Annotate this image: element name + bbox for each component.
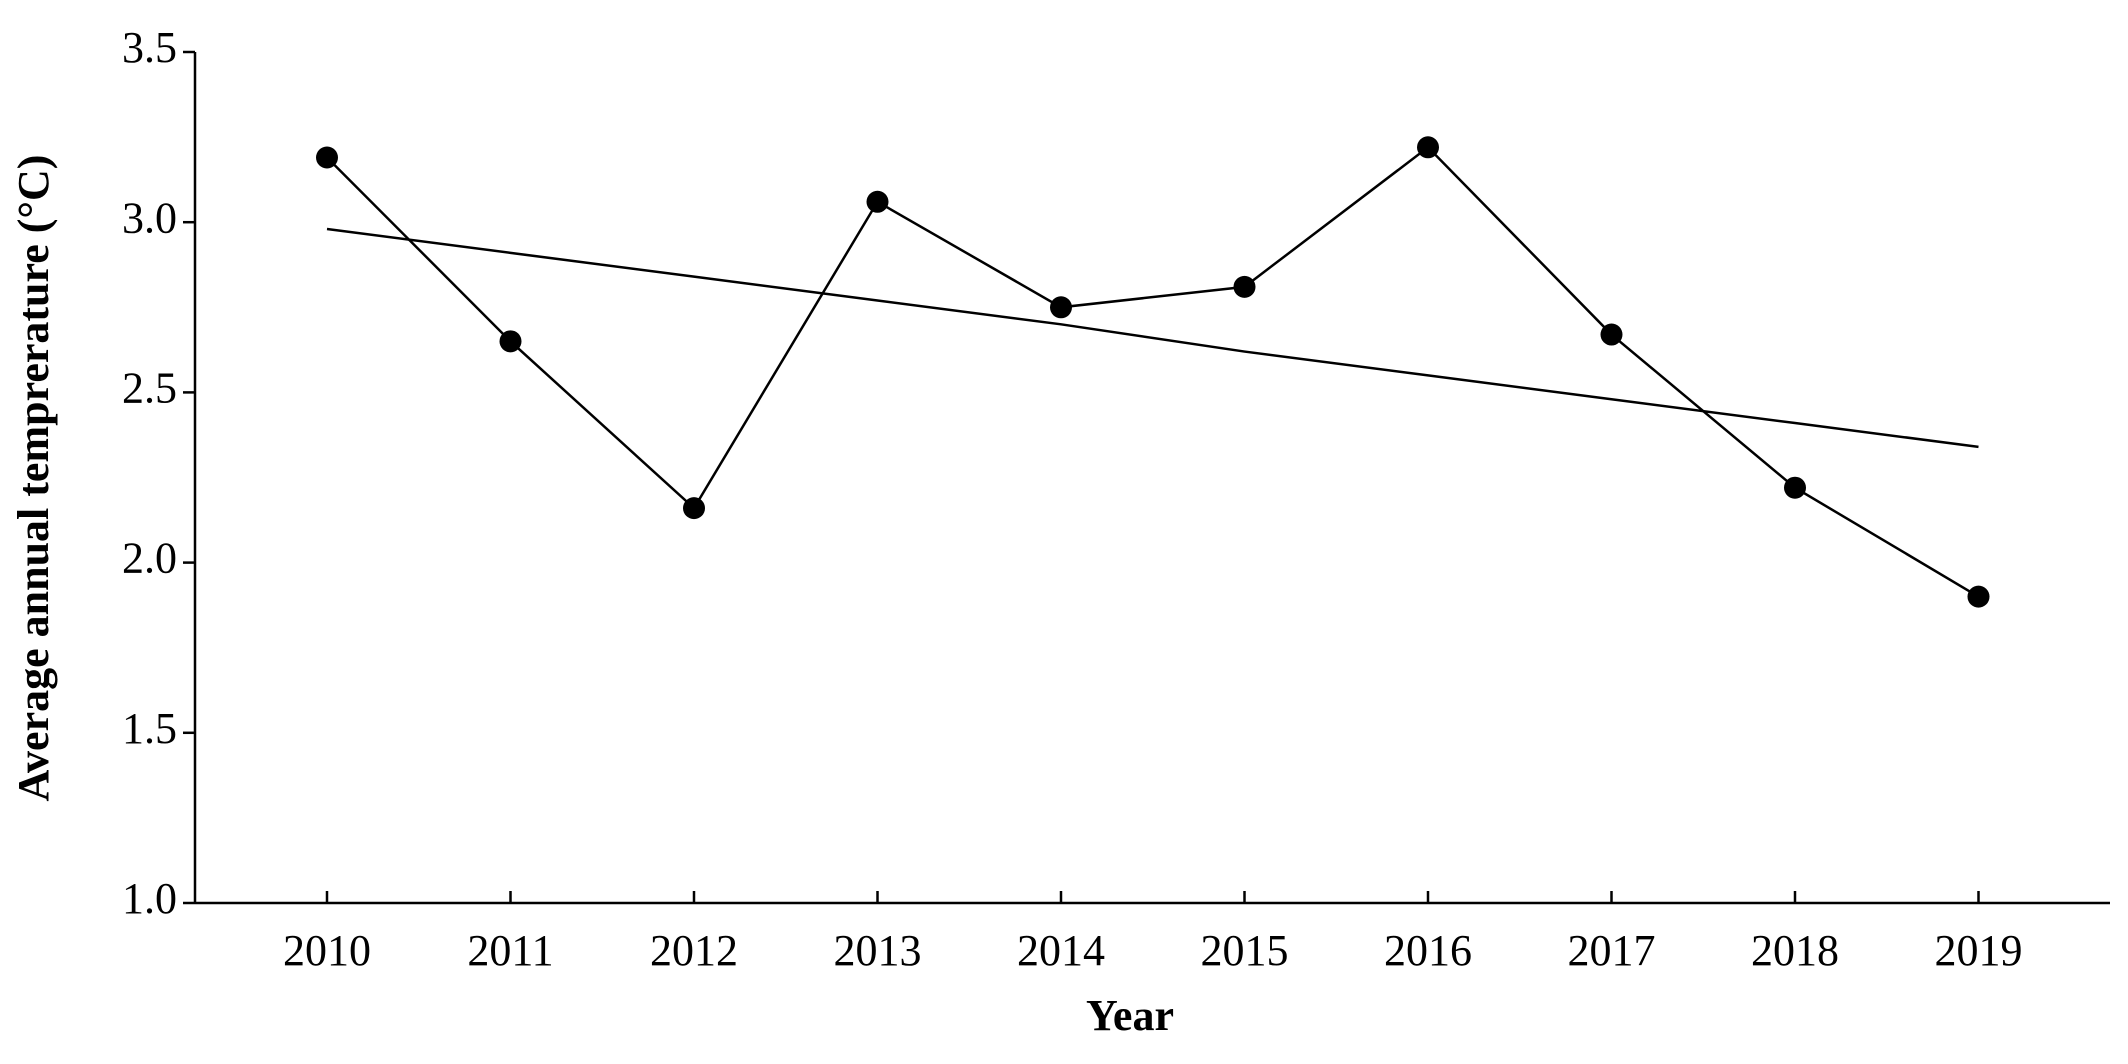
x-tick-label: 2017 [1568, 926, 1656, 975]
data-point [316, 146, 338, 169]
x-tick-label: 2012 [650, 926, 738, 975]
y-tick-label: 2.0 [122, 534, 177, 583]
y-tick-label: 3.5 [122, 23, 177, 72]
x-axis-title: Year [1086, 991, 1174, 1040]
data-point [1784, 476, 1806, 499]
x-tick-label: 2010 [283, 926, 371, 975]
data-point [866, 190, 889, 213]
trend-line [326, 227, 1979, 449]
data-point [683, 497, 705, 520]
y-tick-label: 1.0 [122, 874, 177, 923]
data-point [1600, 323, 1623, 346]
data-line [326, 145, 1980, 598]
data-point [1233, 275, 1256, 298]
y-tick-label: 1.5 [122, 704, 177, 753]
x-tick-label: 2018 [1751, 926, 1839, 975]
data-point [499, 330, 522, 353]
x-tick-label: 2013 [834, 926, 922, 975]
data-point [1967, 585, 1990, 608]
x-tick-label: 2014 [1017, 926, 1105, 975]
y-axis-title: Average annual temprerature (°C) [9, 155, 58, 802]
x-tick-label: 2019 [1935, 926, 2023, 975]
data-point [1050, 296, 1072, 319]
x-tick-label: 2015 [1201, 926, 1289, 975]
data-point [1417, 136, 1439, 159]
x-tick-label: 2016 [1384, 926, 1472, 975]
x-tick-label: 2011 [467, 926, 553, 975]
y-tick-label: 3.0 [122, 193, 177, 242]
y-tick-label: 2.5 [122, 363, 177, 412]
